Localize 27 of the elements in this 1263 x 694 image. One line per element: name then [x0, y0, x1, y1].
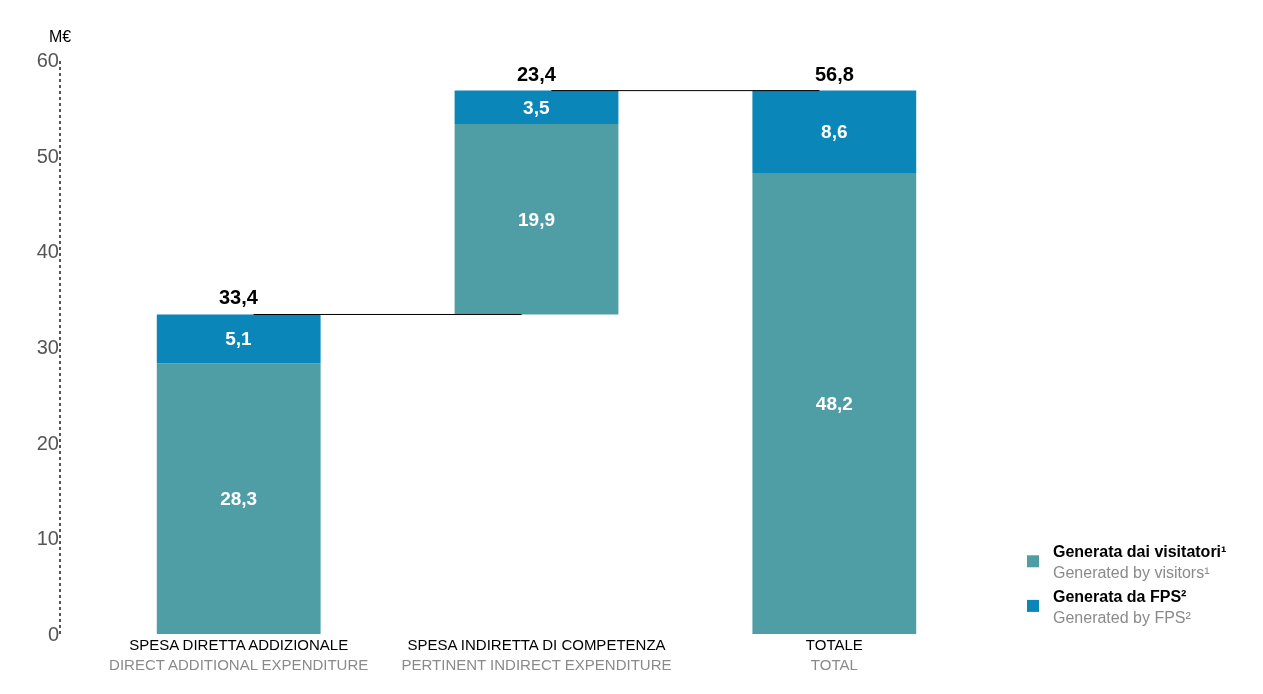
- y-tick-label: 20: [36, 431, 59, 454]
- data-label: 3,5: [523, 96, 550, 118]
- y-tick-label: 10: [36, 527, 59, 550]
- x-tick-label: SPESA DIRETTA ADDIZIONALE DIRECT ADDITIONAL EXPENDITURE: [109, 636, 369, 673]
- y-tick-label: 0: [47, 623, 59, 645]
- legend-label: Generata da FPS² Generated by FPS²: [1053, 587, 1192, 626]
- y-tick-label: 30: [36, 336, 59, 358]
- bar: [752, 90, 917, 173]
- bar: [752, 172, 917, 634]
- data-label: 5,1: [225, 328, 253, 350]
- bar: [454, 124, 619, 315]
- total-label: 23,4: [517, 63, 557, 85]
- data-label: 48,2: [815, 392, 853, 414]
- y-tick-label: 50: [36, 144, 59, 167]
- x-tick-label: SPESA INDIRETTA DI COMPETENZA PERTINENT INDIRECT EXPENDITURE: [401, 636, 672, 673]
- legend-label: Generata dai visitatori¹ Generated by visitors¹: [1053, 543, 1227, 581]
- total-label: 33,4: [219, 286, 259, 308]
- x-tick-label: TOTALE TOTAL: [805, 636, 863, 673]
- total-label: 56,8: [815, 63, 854, 85]
- bar: [156, 363, 321, 634]
- data-label: 28,3: [220, 488, 258, 510]
- y-tick-label: 60: [36, 49, 59, 71]
- y-axis-title: M€: [49, 28, 72, 45]
- y-tick-label: 40: [36, 240, 59, 263]
- data-label: 19,9: [518, 208, 555, 230]
- bar: [156, 314, 321, 364]
- data-label: 8,6: [821, 121, 848, 143]
